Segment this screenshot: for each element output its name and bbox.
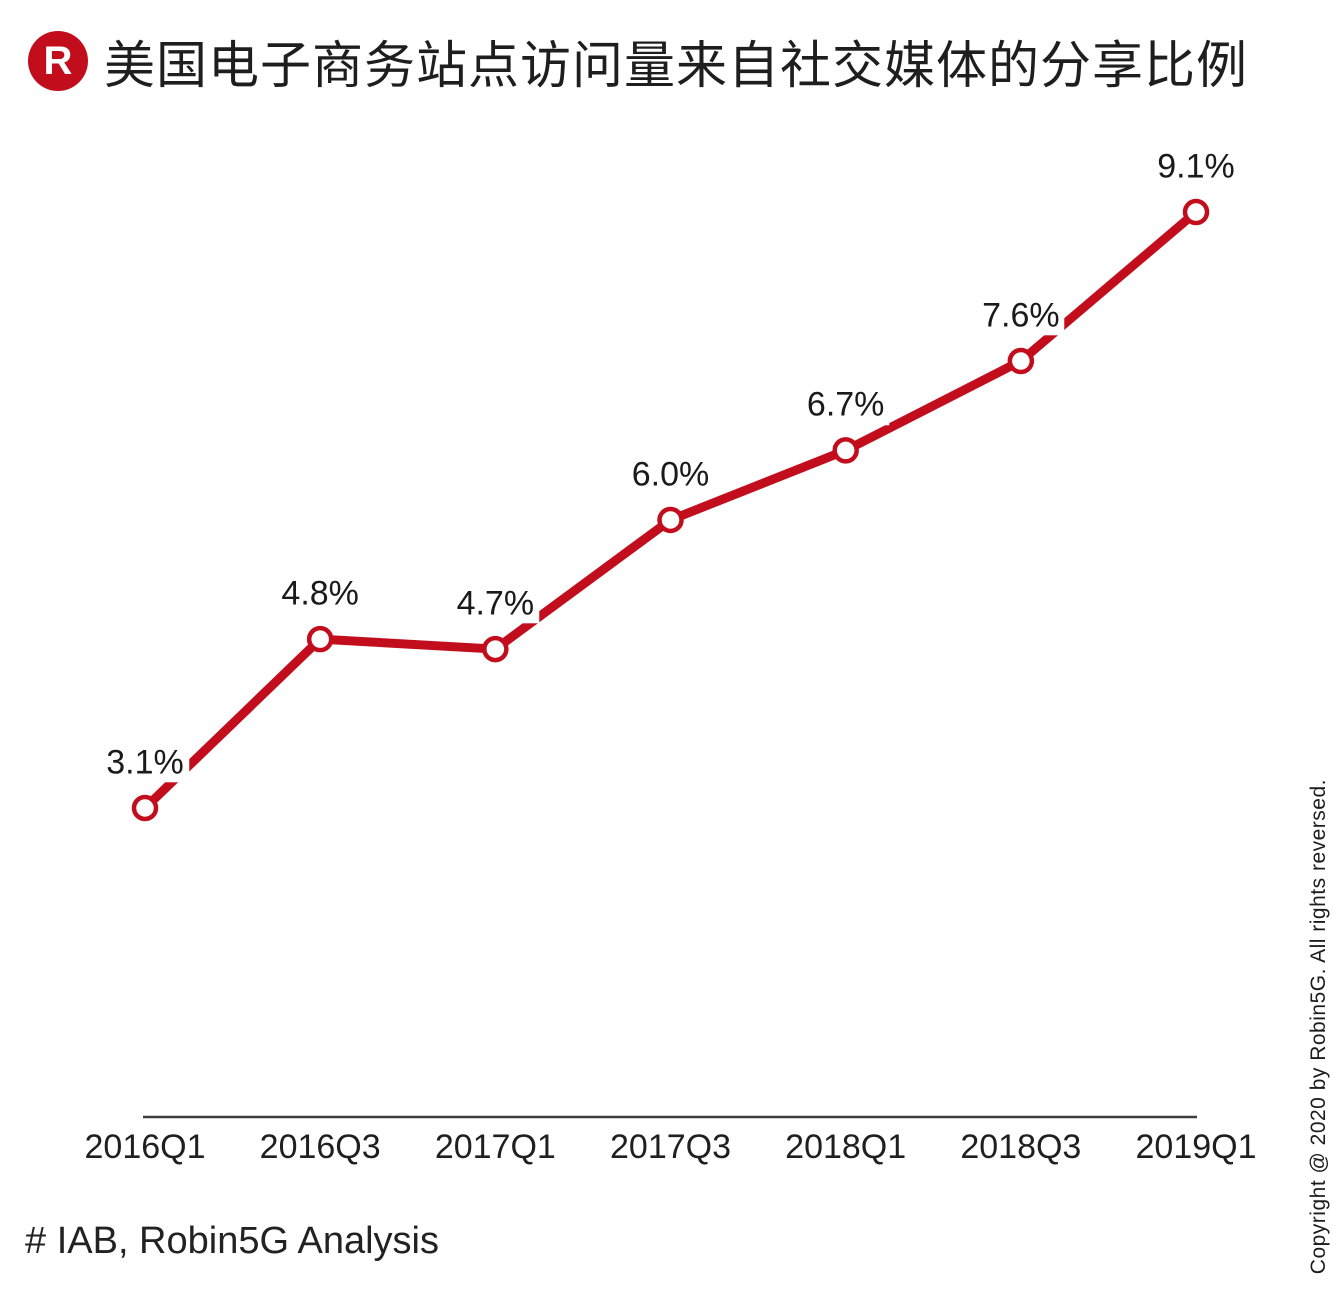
- data-point-marker: [832, 437, 859, 464]
- source-note: # IAB, Robin5G Analysis: [25, 1220, 439, 1262]
- data-point-marker: [482, 635, 509, 663]
- brand-r-icon: R: [28, 31, 88, 91]
- chart-title: 美国电子商务站点访问量来自社交媒体的分享比例: [104, 37, 1249, 94]
- data-point-marker: [131, 794, 159, 822]
- data-point-marker: [306, 625, 334, 653]
- data-point-marker: [1182, 198, 1210, 226]
- data-point-marker: [1007, 347, 1035, 375]
- chart-header: R 美国电子商务站点访问量来自社交媒体的分享比例: [28, 24, 1248, 98]
- data-point-marker: [657, 506, 684, 534]
